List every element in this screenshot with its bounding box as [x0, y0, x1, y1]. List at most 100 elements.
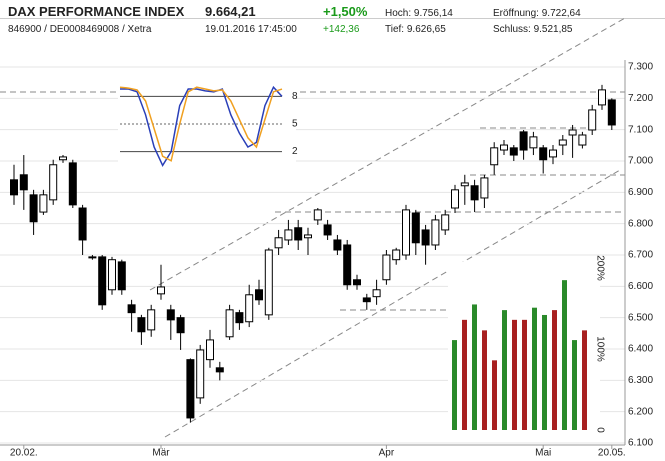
candle-body: [19, 174, 28, 191]
candle-body: [323, 224, 332, 236]
x-tick-label: 20.05.: [598, 448, 626, 459]
y-tick-label: 6.600: [628, 281, 653, 292]
candle-body: [431, 219, 440, 246]
price: 9.664,21: [205, 4, 256, 19]
y-tick-label: 6.100: [628, 438, 653, 449]
candle-body: [127, 304, 136, 314]
candle-body: [157, 286, 165, 295]
open: Eröffnung: 9.722,64: [493, 8, 581, 19]
change-abs: +142,36: [323, 24, 360, 35]
volume-bar: [502, 310, 507, 430]
y-tick-label: 6.800: [628, 218, 653, 229]
candle-body: [451, 189, 459, 209]
volume-bar: [482, 330, 487, 430]
volume-bar: [572, 340, 577, 430]
candle-body: [88, 256, 97, 259]
y-tick-label: 100%: [594, 336, 605, 362]
close: Schluss: 9.521,85: [493, 24, 573, 35]
candle-body: [549, 149, 557, 158]
volume-bar: [552, 310, 557, 430]
change-pct: +1,50%: [323, 4, 368, 19]
candle-body: [607, 99, 616, 126]
x-tick-label: Apr: [379, 448, 395, 459]
candle-body: [186, 359, 195, 419]
candle-body: [235, 312, 244, 324]
candle-body: [147, 309, 156, 331]
candle-body: [392, 249, 401, 261]
candle-body: [382, 254, 391, 281]
trend-line: [149, 17, 626, 291]
y-tick-label: 200%: [594, 255, 605, 281]
stochastic-line: [120, 85, 283, 167]
stochastic-line: [119, 86, 283, 162]
volume-bar: [462, 319, 467, 430]
trend-line: [164, 169, 621, 438]
candle-body: [578, 134, 587, 146]
candle-body: [343, 244, 352, 286]
title: DAX PERFORMANCE INDEX: [8, 4, 185, 19]
candle-body: [166, 309, 175, 321]
volume-bar: [532, 307, 537, 430]
candle-body: [255, 289, 263, 301]
candle-body: [68, 162, 77, 206]
candle-body: [421, 229, 430, 246]
candle-body: [10, 179, 18, 196]
y-tick-label: 5: [292, 119, 298, 130]
candle-body: [372, 289, 381, 298]
x-tick-label: Mai: [535, 448, 551, 459]
low: Tief: 9.626,65: [385, 24, 446, 35]
candle-body: [264, 249, 273, 316]
y-tick-label: 6.400: [628, 344, 653, 355]
candle-body: [558, 139, 567, 146]
y-tick-label: 7.200: [628, 93, 653, 104]
candle-body: [98, 256, 107, 306]
candle-body: [215, 367, 224, 373]
candle-body: [470, 185, 479, 201]
candle-body: [137, 317, 146, 333]
x-tick-label: 20.02.: [10, 448, 38, 459]
candle-body: [598, 89, 606, 106]
candle-body: [519, 131, 528, 151]
candle-body: [117, 261, 126, 291]
y-tick-label: 6.200: [628, 406, 653, 417]
candle-body: [490, 147, 499, 166]
y-tick-label: 6.500: [628, 312, 653, 323]
ids: 846900 / DE0008469008 / Xetra: [8, 24, 152, 35]
y-tick-label: 6.900: [628, 187, 653, 198]
volume-bar: [492, 360, 497, 430]
candle-body: [411, 212, 420, 244]
high: Hoch: 9.756,14: [385, 8, 453, 19]
candle-body: [441, 214, 450, 231]
candle-body: [294, 227, 303, 241]
volume-bar: [562, 280, 567, 430]
candle-body: [225, 309, 234, 338]
candle-body: [460, 182, 469, 187]
volume-bar: [582, 330, 587, 430]
candle-body: [539, 147, 548, 161]
candle-body: [402, 209, 410, 256]
candle-body: [245, 294, 254, 323]
volume-bar: [452, 340, 457, 430]
inset: [118, 72, 296, 182]
y-tick-label: 2: [292, 146, 298, 157]
candle-body: [333, 239, 342, 251]
separator: [0, 18, 665, 19]
candle-body: [568, 129, 577, 136]
volume-bar: [522, 319, 527, 430]
candle-body: [509, 147, 518, 156]
x-tick-label: Mär: [152, 448, 170, 459]
volume-bar: [542, 314, 547, 430]
candle-body: [49, 164, 58, 201]
candle-body: [206, 339, 214, 361]
candle-body: [78, 207, 87, 241]
decor: [0, 17, 626, 438]
y-tick-label: 7.300: [628, 62, 653, 73]
datetime: 19.01.2016 17:45:00: [205, 24, 297, 35]
candle-body: [284, 229, 293, 241]
candle-body: [362, 297, 371, 303]
candle-body: [480, 177, 489, 199]
y-tick-label: 0: [594, 427, 605, 433]
candle-body: [304, 234, 312, 239]
